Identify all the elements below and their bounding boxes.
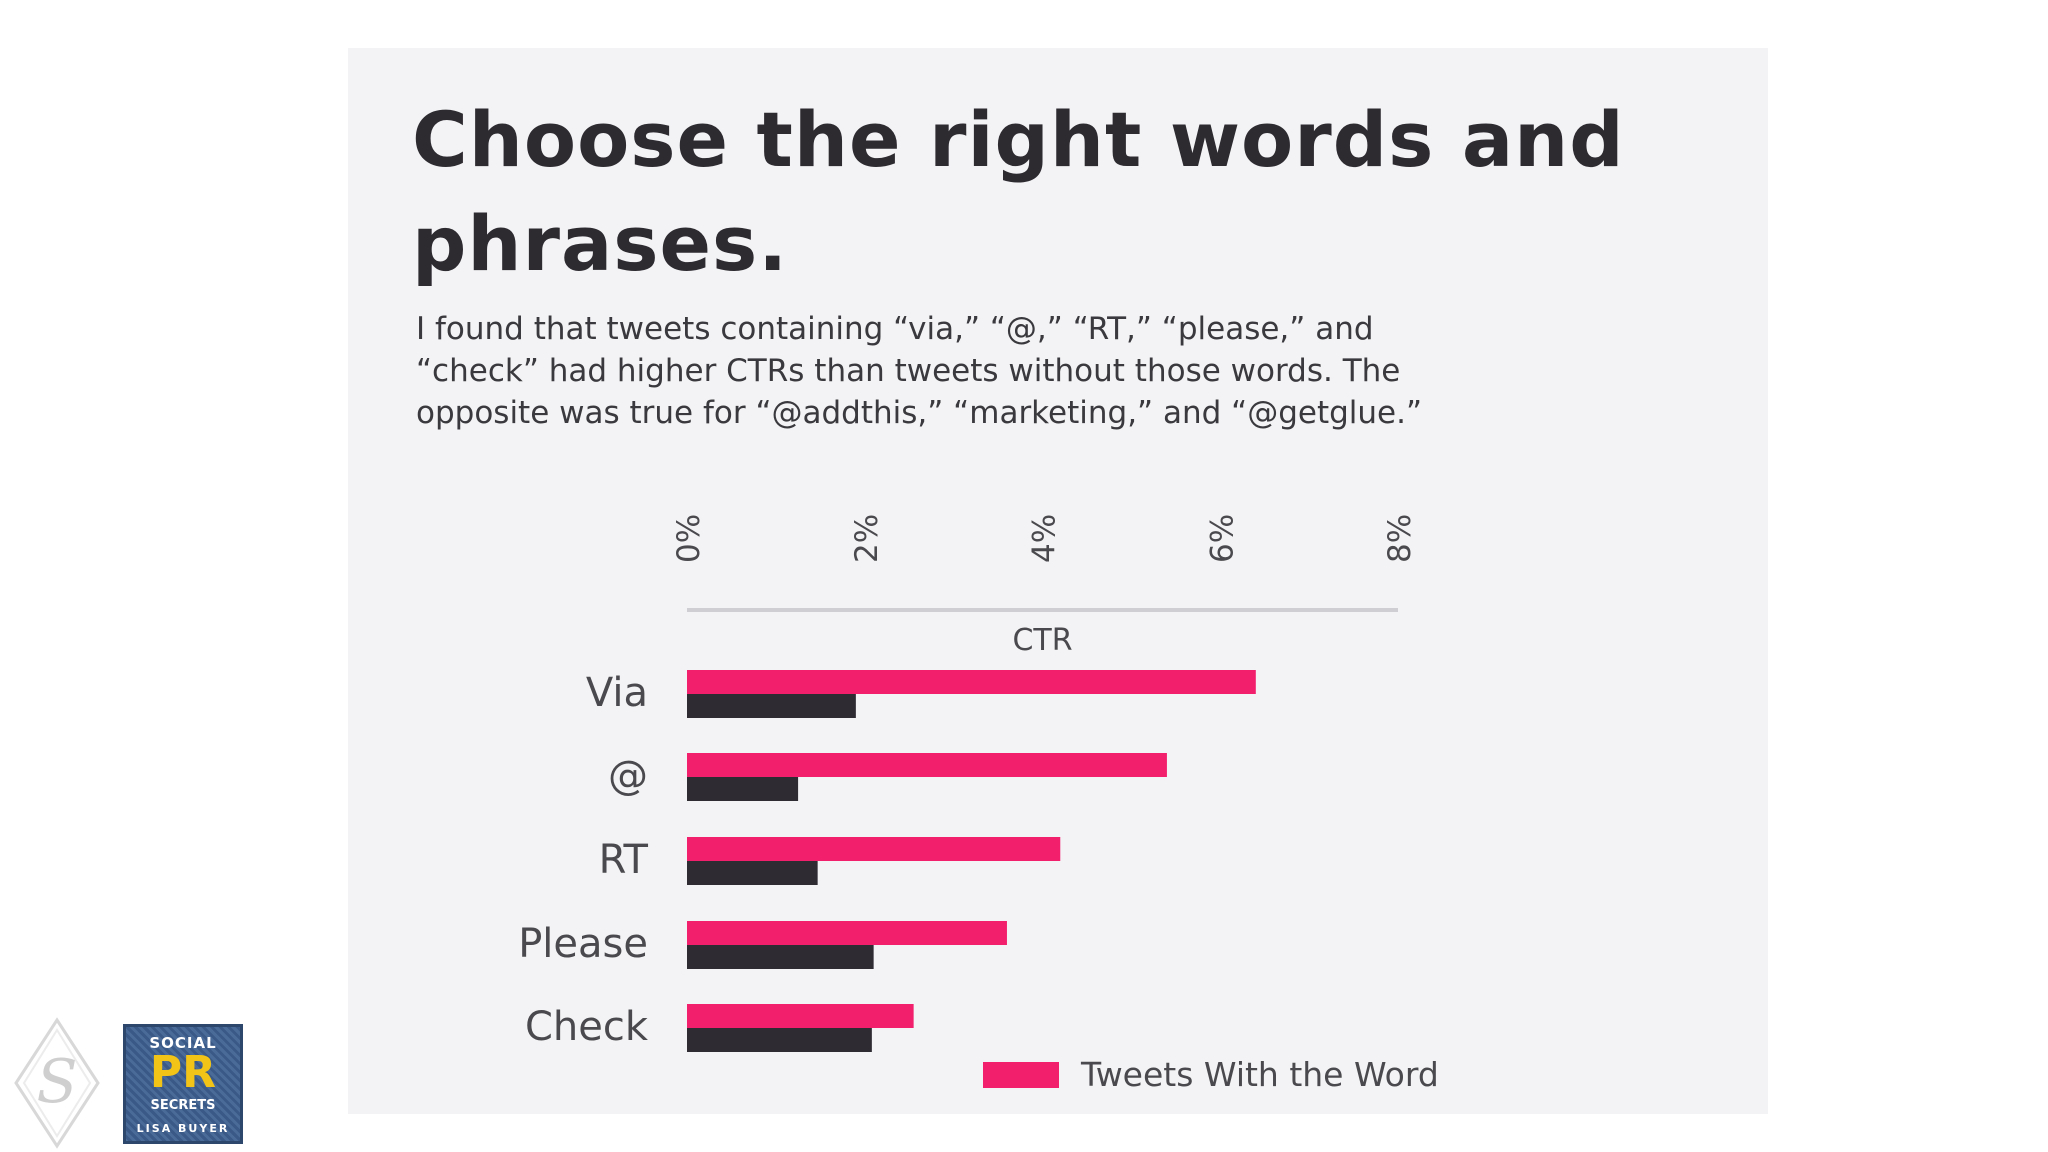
category-label: Via — [586, 670, 648, 716]
bar-with-word — [687, 1004, 914, 1028]
category-label: @ — [608, 753, 648, 799]
bar-with-word — [687, 753, 1167, 777]
x-tick-label: 4% — [1027, 514, 1063, 563]
x-tick-label: 8% — [1382, 514, 1418, 563]
category-label: Please — [518, 921, 648, 967]
svg-text:S: S — [36, 1047, 77, 1117]
slide-body-text: I found that tweets containing “via,” “@… — [416, 311, 1423, 431]
social-pr-secrets-book-logo: SOCIAL PR SECRETS LISA BUYER — [123, 1024, 243, 1144]
bar-without-word — [687, 694, 856, 718]
bar-without-word — [687, 1028, 872, 1052]
x-tick-label: 0% — [671, 514, 707, 563]
x-tick-label: 2% — [849, 514, 885, 563]
book-line-2: PR — [149, 1047, 217, 1098]
s-diamond-logo-icon: S — [14, 1017, 100, 1149]
x-axis-title: CTR — [1012, 623, 1072, 658]
slide-title: Choose the right words and phrases. — [412, 95, 1625, 288]
book-line-1: SOCIAL — [149, 1034, 217, 1052]
bar-with-word — [687, 670, 1256, 694]
book-line-4: LISA BUYER — [136, 1122, 230, 1135]
bar-with-word — [687, 837, 1061, 861]
legend-swatch — [983, 1062, 1059, 1088]
bar-with-word — [687, 921, 1007, 945]
category-label: Check — [525, 1004, 649, 1050]
category-label: RT — [599, 837, 649, 883]
bar-without-word — [687, 861, 818, 885]
slide: Choose the right words and phrases. I fo… — [348, 48, 1768, 1114]
x-tick-label: 6% — [1204, 514, 1240, 563]
bar-without-word — [687, 945, 874, 969]
legend-label: Tweets With the Word — [1080, 1055, 1439, 1094]
book-line-3: SECRETS — [150, 1098, 216, 1113]
bar-without-word — [687, 777, 799, 801]
